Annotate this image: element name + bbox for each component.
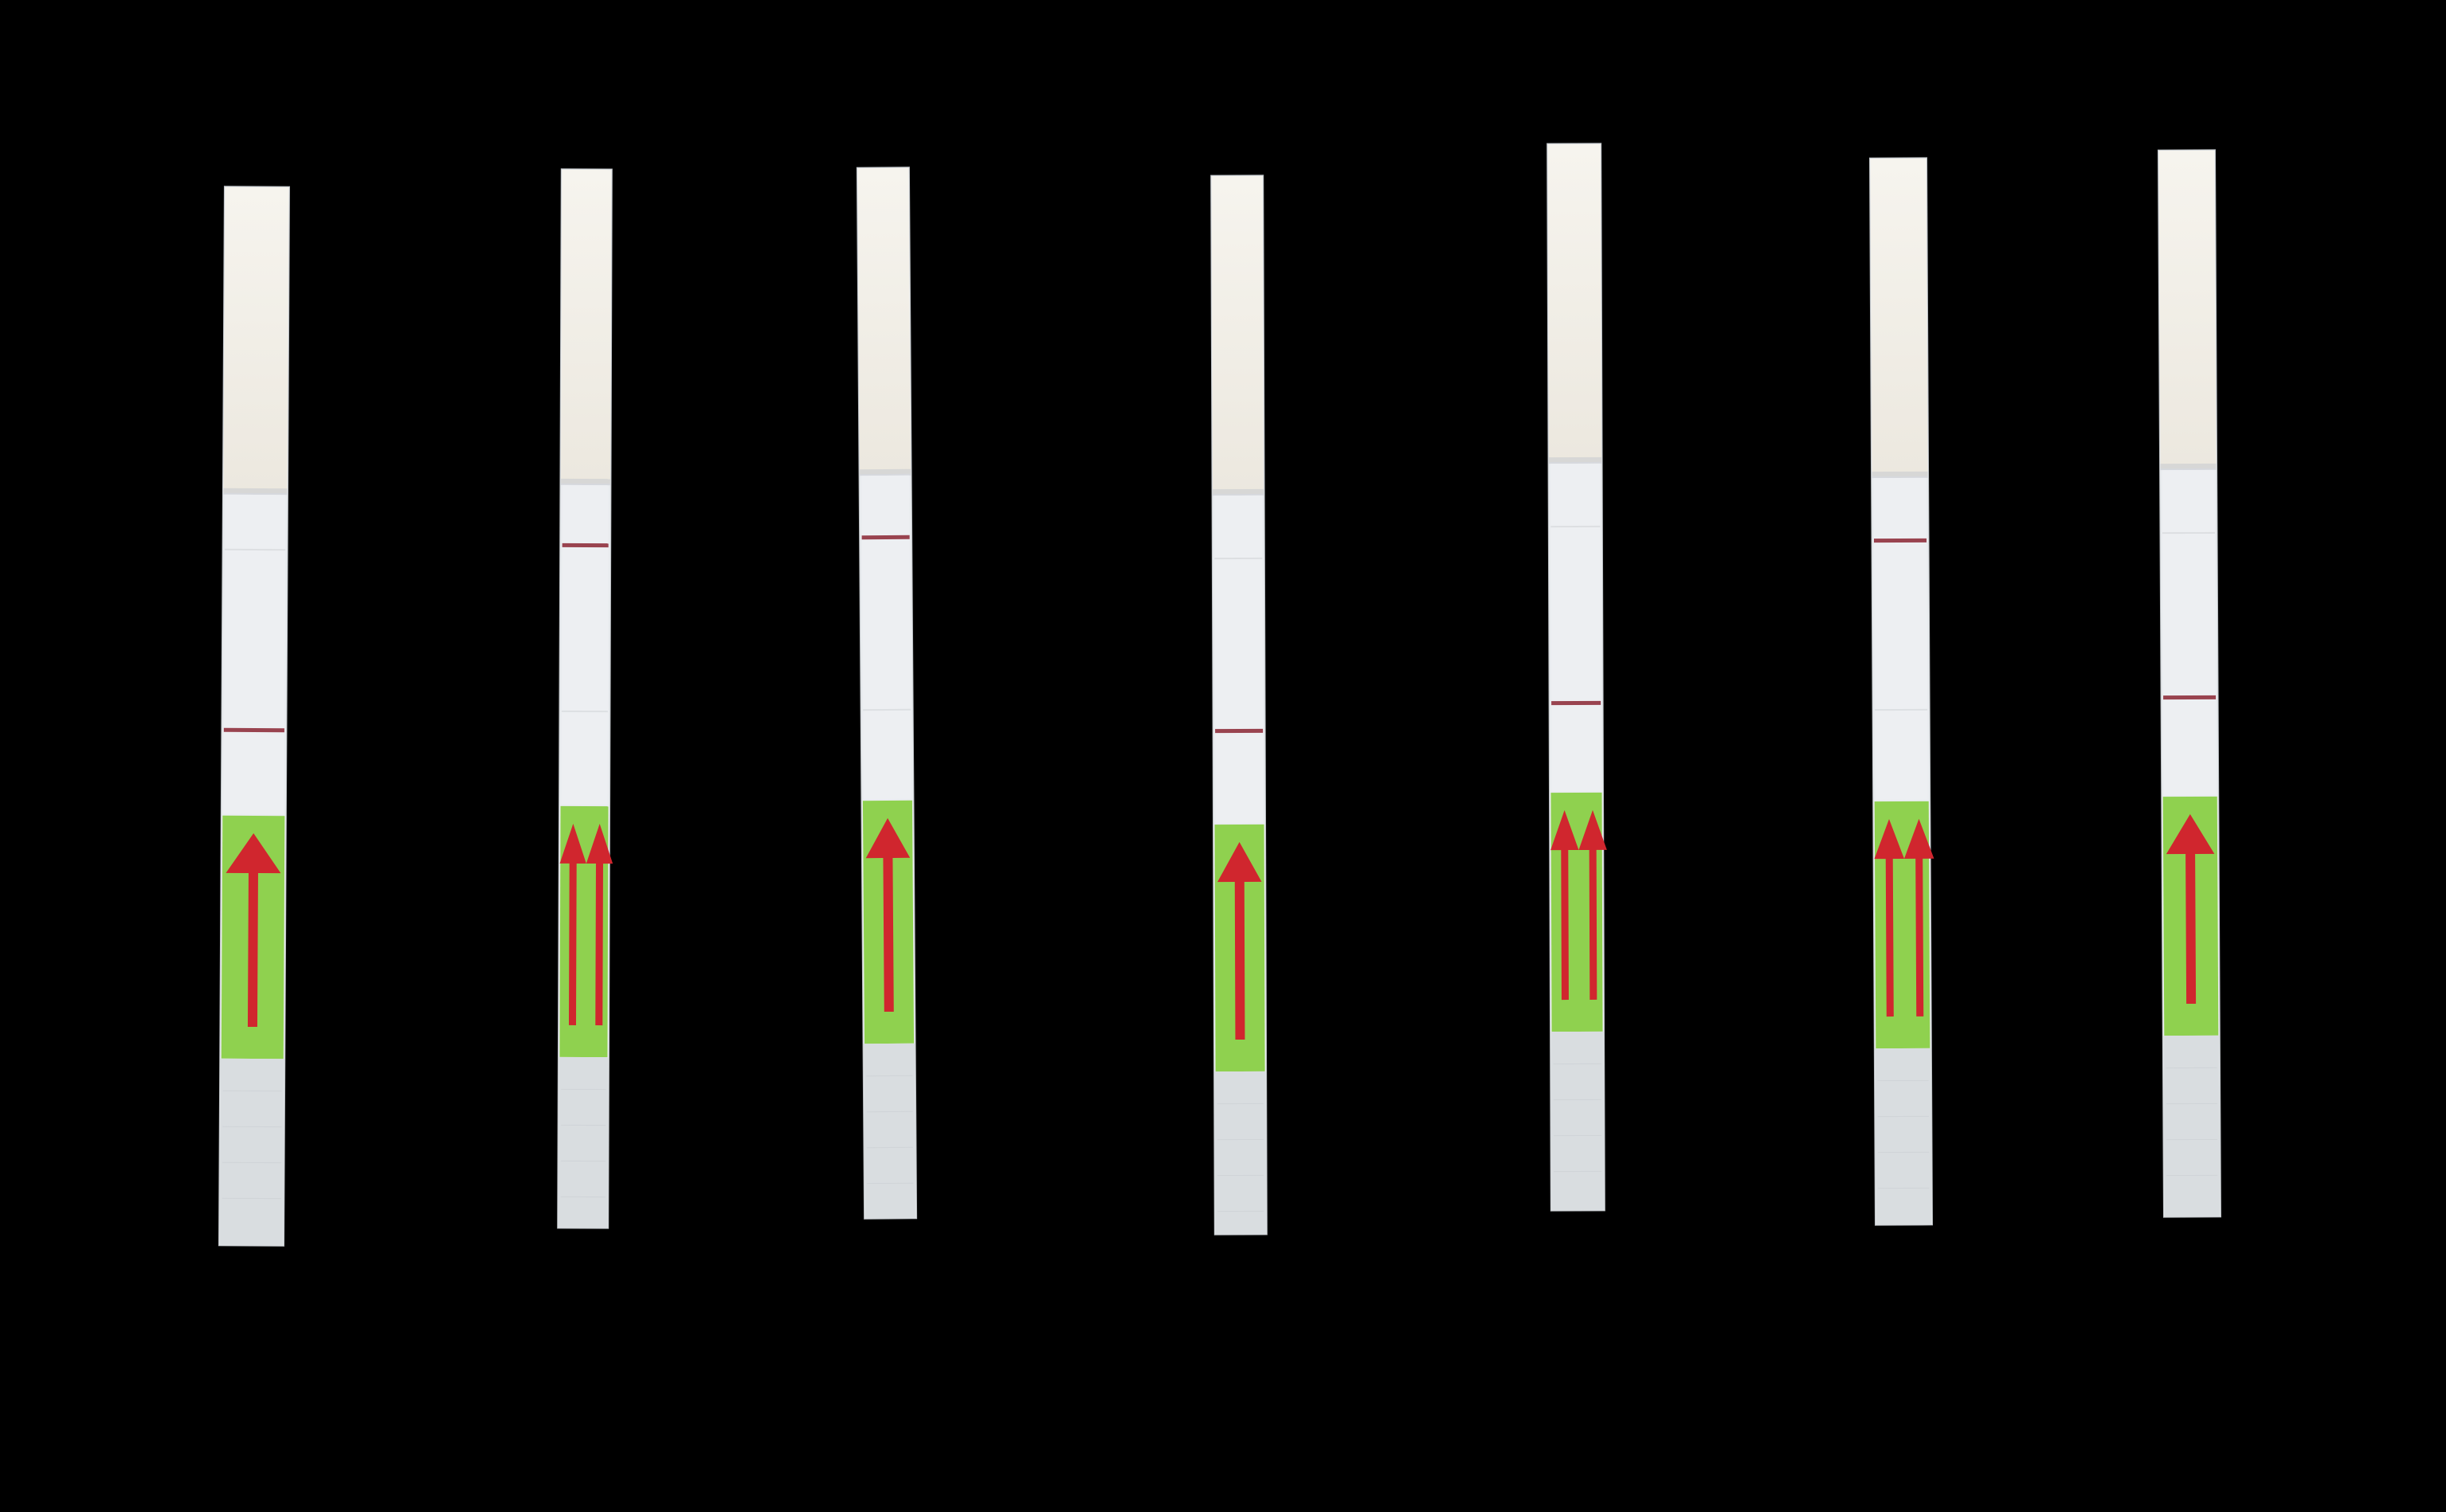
sample-pad-texture xyxy=(2166,1138,2217,1141)
faint-test-line xyxy=(561,710,608,713)
test-strip-2 xyxy=(557,168,613,1229)
sample-pad-texture xyxy=(1217,1210,1264,1212)
sample-pad-texture xyxy=(1553,1099,1601,1101)
sample-pad-texture xyxy=(867,1182,914,1185)
faint-control-line xyxy=(1550,525,1601,528)
test-line xyxy=(1215,728,1264,734)
sample-pad-texture xyxy=(866,1146,913,1149)
absorbent-pad xyxy=(1547,143,1602,463)
sample-pad-texture xyxy=(1877,1079,1929,1082)
sample-pad-texture xyxy=(561,1088,606,1091)
pad-edge xyxy=(1549,456,1602,464)
sample-pad xyxy=(1214,1071,1267,1235)
control-line xyxy=(1873,538,1927,543)
absorbent-pad xyxy=(857,167,911,475)
test-strip-6 xyxy=(1868,157,1934,1226)
test-line xyxy=(1551,700,1601,706)
faint-test-line xyxy=(1875,708,1928,711)
sample-pad-texture xyxy=(222,1126,282,1128)
result-window xyxy=(2162,469,2217,796)
sample-pad-texture xyxy=(1217,1138,1264,1141)
sample-pad-texture xyxy=(2166,1174,2218,1177)
sample-pad-texture xyxy=(1554,1170,1602,1173)
result-window xyxy=(1873,477,1928,801)
sample-pad xyxy=(864,1043,916,1219)
absorbent-pad xyxy=(2158,150,2217,469)
arrow-icon xyxy=(225,832,281,1028)
pad-edge xyxy=(2160,463,2217,471)
sample-pad xyxy=(1550,1031,1605,1211)
arrow-icon xyxy=(586,824,613,1026)
absorbent-pad xyxy=(223,186,289,494)
faint-control-line xyxy=(2162,531,2216,535)
arrow-icon xyxy=(1578,809,1607,1000)
sample-pad-texture xyxy=(2166,1067,2217,1069)
pad-edge xyxy=(1213,488,1264,496)
pad-edge xyxy=(1872,471,1928,479)
test-strip-3 xyxy=(856,166,918,1220)
sample-pad-texture xyxy=(2166,1103,2217,1105)
result-window xyxy=(1550,463,1601,792)
result-window xyxy=(223,494,286,815)
sample-pad-texture xyxy=(1217,1103,1264,1105)
test-strip-4 xyxy=(1210,174,1268,1236)
result-window xyxy=(561,484,609,805)
arrow-icon xyxy=(2166,813,2215,1005)
sample-pad xyxy=(2163,1035,2221,1217)
arrow-icon xyxy=(1903,818,1934,1016)
sample-pad xyxy=(558,1056,609,1228)
sample-pad-texture xyxy=(221,1197,281,1200)
faint-control-line xyxy=(225,548,286,551)
sample-pad-texture xyxy=(561,1124,606,1126)
faint-test-line xyxy=(863,708,911,711)
arrow-icon xyxy=(1550,810,1579,1001)
test-line xyxy=(223,727,284,733)
control-line xyxy=(861,535,910,540)
result-window xyxy=(861,475,911,800)
test-strip-1 xyxy=(218,186,290,1247)
arrow-icon xyxy=(559,823,586,1025)
sample-pad-texture xyxy=(1217,1174,1264,1177)
absorbent-pad xyxy=(560,169,612,484)
sample-pad-texture xyxy=(1878,1187,1930,1189)
pad-edge xyxy=(560,478,610,486)
pad-edge xyxy=(860,468,911,476)
absorbent-pad xyxy=(1211,175,1264,495)
sample-pad-texture xyxy=(1878,1151,1930,1154)
absorbent-pad xyxy=(1870,158,1928,477)
sample-pad-texture xyxy=(866,1110,913,1113)
sample-pad-texture xyxy=(1877,1115,1929,1118)
test-strip-7 xyxy=(2157,149,2222,1218)
sample-pad-texture xyxy=(866,1075,913,1077)
arrow-icon xyxy=(1874,819,1904,1017)
arrow-icon xyxy=(1217,841,1262,1040)
arrow-icon xyxy=(865,817,911,1013)
sample-pad-texture xyxy=(1554,1134,1602,1137)
sample-pad xyxy=(1875,1048,1932,1225)
pad-edge xyxy=(223,488,288,496)
result-window xyxy=(1214,495,1264,824)
test-line xyxy=(2163,695,2217,700)
sample-pad-texture xyxy=(222,1161,282,1164)
sample-pad xyxy=(219,1058,284,1246)
faint-control-line xyxy=(1214,557,1263,560)
sample-pad-texture xyxy=(1553,1063,1601,1065)
test-strip-5 xyxy=(1546,143,1607,1212)
control-line xyxy=(562,543,609,548)
